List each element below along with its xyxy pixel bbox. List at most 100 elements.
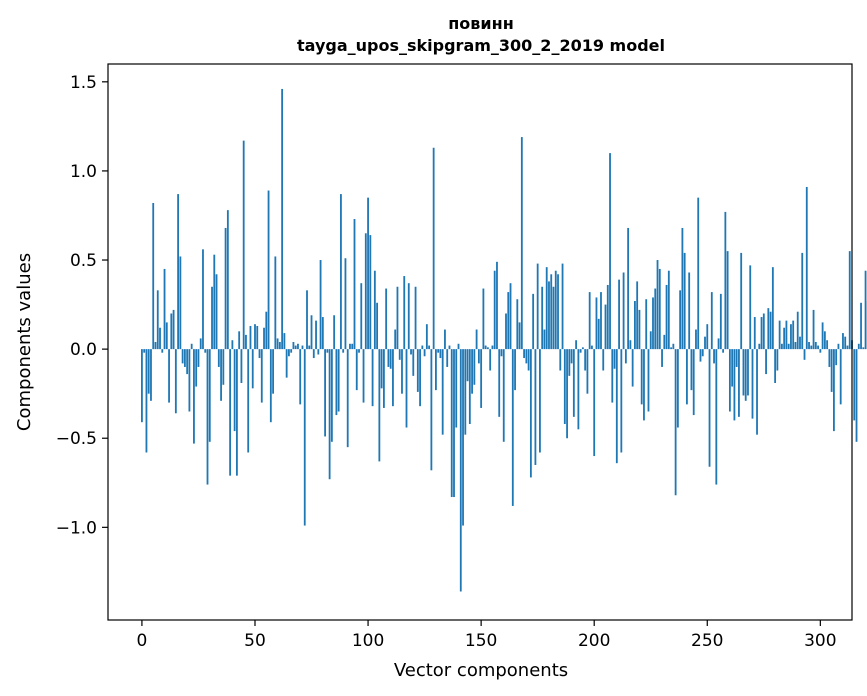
bar <box>561 263 564 350</box>
bar <box>468 349 471 424</box>
bar <box>846 345 849 350</box>
bar <box>233 349 236 432</box>
bar <box>154 342 157 350</box>
bar <box>211 286 213 350</box>
bar <box>520 137 523 350</box>
bar <box>272 349 274 394</box>
bar <box>403 276 406 350</box>
bar <box>435 349 437 391</box>
bar <box>819 349 822 353</box>
bar <box>509 283 512 350</box>
bar <box>220 349 222 401</box>
bar <box>527 349 530 371</box>
x-tick-label: 50 <box>244 631 266 651</box>
bar <box>548 281 550 350</box>
bar <box>346 349 349 448</box>
bar <box>159 327 161 350</box>
bar <box>615 349 618 464</box>
bar <box>405 349 408 428</box>
bar <box>455 349 458 428</box>
bar <box>382 349 385 408</box>
bar <box>428 345 431 350</box>
bar <box>715 349 718 485</box>
bar <box>713 349 715 364</box>
bar <box>152 203 155 350</box>
bar <box>170 313 173 350</box>
bar <box>143 349 146 353</box>
bar <box>236 349 238 476</box>
bar <box>529 349 532 478</box>
bar <box>330 349 333 442</box>
bar <box>812 309 815 350</box>
bar <box>792 320 795 350</box>
bar <box>717 338 720 350</box>
bar <box>278 342 281 350</box>
bar <box>471 349 473 394</box>
bar <box>602 349 605 371</box>
bar <box>161 349 164 353</box>
bar <box>514 349 516 391</box>
bar <box>731 349 734 387</box>
bar <box>256 325 259 350</box>
bar <box>179 256 182 350</box>
bar <box>780 343 783 350</box>
bar <box>860 302 862 350</box>
bar <box>830 349 833 392</box>
bar <box>439 349 442 359</box>
bar <box>742 349 745 396</box>
bar <box>649 331 652 350</box>
bar <box>181 349 184 364</box>
bar <box>566 349 568 439</box>
bar <box>308 345 311 350</box>
bar <box>855 349 858 442</box>
bar <box>421 345 424 350</box>
bar <box>226 210 229 350</box>
bar <box>376 302 379 350</box>
bar <box>634 301 636 350</box>
bar <box>165 322 168 350</box>
bar <box>629 340 632 350</box>
bar <box>437 349 440 353</box>
bar <box>238 331 241 350</box>
bar <box>810 345 813 350</box>
bar <box>337 349 340 412</box>
bar <box>326 349 329 353</box>
bar <box>627 227 630 350</box>
bar <box>681 227 684 350</box>
bar <box>799 336 801 350</box>
bar <box>206 349 209 485</box>
y-axis-ticks: −1.0 −0.5 0.0 0.5 1.0 1.5 <box>56 73 108 538</box>
bar <box>805 186 808 350</box>
x-axis-ticks: 0 50 100 150 200 250 300 <box>137 620 837 651</box>
bar <box>147 349 150 394</box>
bar <box>496 261 498 350</box>
y-tick-label: 0.5 <box>70 251 97 271</box>
bar <box>215 274 218 350</box>
bar <box>312 349 315 359</box>
bar <box>242 140 245 350</box>
y-tick-label: 1.0 <box>70 162 97 182</box>
bar <box>303 349 306 526</box>
bar <box>667 270 670 350</box>
bar <box>507 292 510 350</box>
bar <box>288 349 290 357</box>
bar <box>833 349 835 432</box>
bar <box>217 349 220 367</box>
bar <box>645 299 648 350</box>
bar <box>661 349 663 367</box>
bar <box>862 347 865 350</box>
bar <box>349 343 351 350</box>
bar <box>380 349 383 389</box>
bar <box>480 349 483 408</box>
bar <box>760 317 763 350</box>
bar <box>285 349 288 378</box>
bar <box>315 320 317 350</box>
bar <box>459 349 462 592</box>
bar <box>839 349 842 405</box>
bar <box>656 260 659 350</box>
bar <box>484 345 487 350</box>
bar <box>423 349 426 357</box>
bar <box>477 349 480 364</box>
bar <box>414 286 417 350</box>
